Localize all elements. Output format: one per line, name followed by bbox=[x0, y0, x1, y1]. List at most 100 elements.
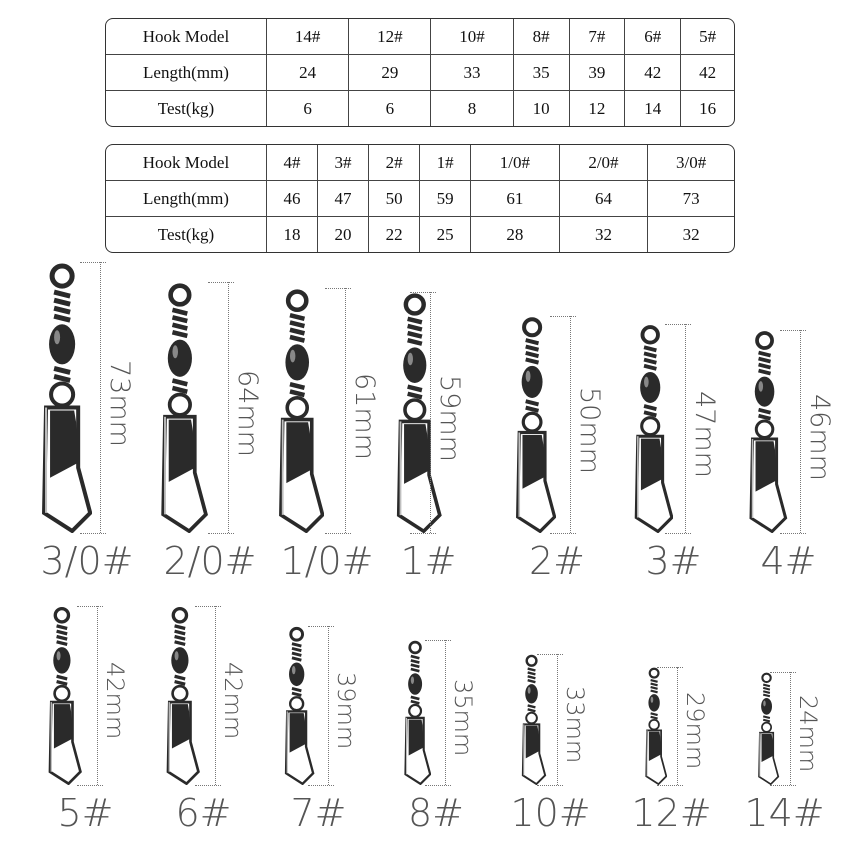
snap-swivel-image bbox=[166, 606, 200, 785]
snap-swivel-image bbox=[285, 626, 315, 785]
dimension-tick bbox=[780, 330, 806, 331]
dimension-tick bbox=[550, 533, 576, 534]
table-cell: 14# bbox=[267, 19, 350, 55]
length-label: 46mm bbox=[804, 393, 835, 481]
table-cell: 4# bbox=[267, 145, 319, 181]
dimension-tick bbox=[410, 533, 436, 534]
snap-swivel-image bbox=[404, 640, 432, 785]
spec-table-small-sizes: Hook Model 14# 12# 10# 8# 7# 6# 5# Length(mm) 24 2… bbox=[105, 18, 735, 127]
dimension-tick bbox=[308, 626, 334, 627]
table-cell: 61 bbox=[471, 181, 560, 217]
dimension-line bbox=[345, 288, 346, 533]
snap-swivel-image bbox=[749, 331, 788, 533]
table-cell: 6 bbox=[267, 91, 350, 126]
length-label: 42mm bbox=[101, 661, 129, 740]
size-label: 12# bbox=[631, 791, 712, 835]
dimension-tick bbox=[208, 533, 234, 534]
dimension-tick bbox=[77, 785, 103, 786]
table-cell: 32 bbox=[560, 217, 649, 252]
dimension-tick bbox=[195, 785, 221, 786]
table-cell: 47 bbox=[318, 181, 370, 217]
snap-swivel-image bbox=[278, 289, 325, 533]
snap-swivel-image bbox=[161, 283, 208, 533]
table-cell: 2# bbox=[369, 145, 421, 181]
table-cell: 25 bbox=[420, 217, 472, 252]
snap-swivel-image bbox=[522, 654, 547, 785]
dimension-tick bbox=[425, 785, 451, 786]
table-cell: 28 bbox=[471, 217, 560, 252]
dimension-tick bbox=[537, 654, 563, 655]
snap-swivel-image bbox=[758, 672, 780, 785]
table-row: Test(kg) 18 20 22 25 28 32 32 bbox=[106, 217, 734, 252]
dimension-tick bbox=[325, 288, 351, 289]
size-label: 14# bbox=[744, 791, 825, 835]
dimension-tick bbox=[308, 785, 334, 786]
dimension-line bbox=[557, 654, 558, 785]
size-label: 6# bbox=[175, 791, 232, 835]
dimension-line bbox=[228, 282, 229, 533]
snap-swivel-image bbox=[645, 667, 668, 785]
table-cell: 6# bbox=[625, 19, 682, 55]
size-label: 3# bbox=[645, 539, 702, 583]
dimension-line bbox=[328, 626, 329, 785]
dimension-line bbox=[800, 330, 801, 533]
table-cell: 73 bbox=[648, 181, 734, 217]
dimension-tick bbox=[770, 785, 796, 786]
table-cell: 16 bbox=[699, 98, 717, 118]
dimension-tick bbox=[208, 282, 234, 283]
length-label: 59mm bbox=[434, 374, 465, 462]
table-row: Hook Model 4# 3# 2# 1# 1/0# 2/0# 3/0# bbox=[106, 145, 734, 181]
dimension-tick bbox=[780, 533, 806, 534]
snap-swivel-image bbox=[515, 317, 557, 533]
table-cell: 1# bbox=[420, 145, 472, 181]
table-cell: 14 bbox=[625, 91, 682, 126]
table-cell: 33 bbox=[431, 55, 514, 91]
snap-swivel-image bbox=[48, 606, 82, 785]
dimension-line bbox=[97, 606, 98, 785]
table-row: Hook Model 14# 12# 10# 8# 7# 6# 5# bbox=[106, 19, 734, 55]
dimension-line bbox=[677, 667, 678, 785]
dimension-line bbox=[445, 640, 446, 785]
size-label: 4# bbox=[760, 539, 817, 583]
size-label: 10# bbox=[510, 791, 591, 835]
table-cell: 46 bbox=[267, 181, 319, 217]
length-label: 64mm bbox=[232, 369, 263, 457]
dimension-tick bbox=[657, 667, 683, 668]
row-label: Length(mm) bbox=[106, 181, 267, 217]
table-row: Length(mm) 24 29 33 35 39 42 42 bbox=[106, 55, 734, 91]
dimension-line bbox=[570, 316, 571, 533]
dimension-tick bbox=[80, 262, 106, 263]
dimension-line bbox=[685, 324, 686, 533]
dimension-line bbox=[100, 262, 101, 533]
table-row: Test(kg) 6 6 8 10 12 14 16 bbox=[106, 91, 734, 126]
size-label: 1/0# bbox=[280, 539, 374, 583]
table-cell: 50 bbox=[369, 181, 421, 217]
table-cell: 32 bbox=[682, 224, 700, 244]
table-cell: 10# bbox=[431, 19, 514, 55]
length-label: 33mm bbox=[561, 685, 589, 764]
table-cell: 20 bbox=[318, 217, 370, 252]
table-cell: 35 bbox=[513, 55, 570, 91]
dimension-line bbox=[215, 606, 216, 785]
table-cell: 12# bbox=[349, 19, 432, 55]
size-label: 7# bbox=[290, 791, 347, 835]
row-label: Hook Model bbox=[106, 145, 267, 181]
snap-swivel-image bbox=[634, 325, 674, 533]
table-cell: 59 bbox=[420, 181, 472, 217]
dimension-tick bbox=[80, 533, 106, 534]
dimension-tick bbox=[550, 316, 576, 317]
row-label: Hook Model bbox=[106, 19, 267, 55]
table-cell: 8# bbox=[513, 19, 570, 55]
dimension-tick bbox=[77, 606, 103, 607]
table-cell: 24 bbox=[267, 55, 350, 91]
length-label: 39mm bbox=[332, 671, 360, 750]
length-label: 35mm bbox=[449, 678, 477, 757]
table-cell: 42 bbox=[681, 55, 734, 91]
row-label: Test(kg) bbox=[106, 217, 267, 252]
table-cell: 8 bbox=[431, 91, 514, 126]
length-label: 47mm bbox=[689, 390, 720, 478]
table-cell: 5# bbox=[681, 19, 734, 55]
size-label: 2# bbox=[528, 539, 586, 583]
table-cell: 3/0# bbox=[648, 145, 734, 181]
